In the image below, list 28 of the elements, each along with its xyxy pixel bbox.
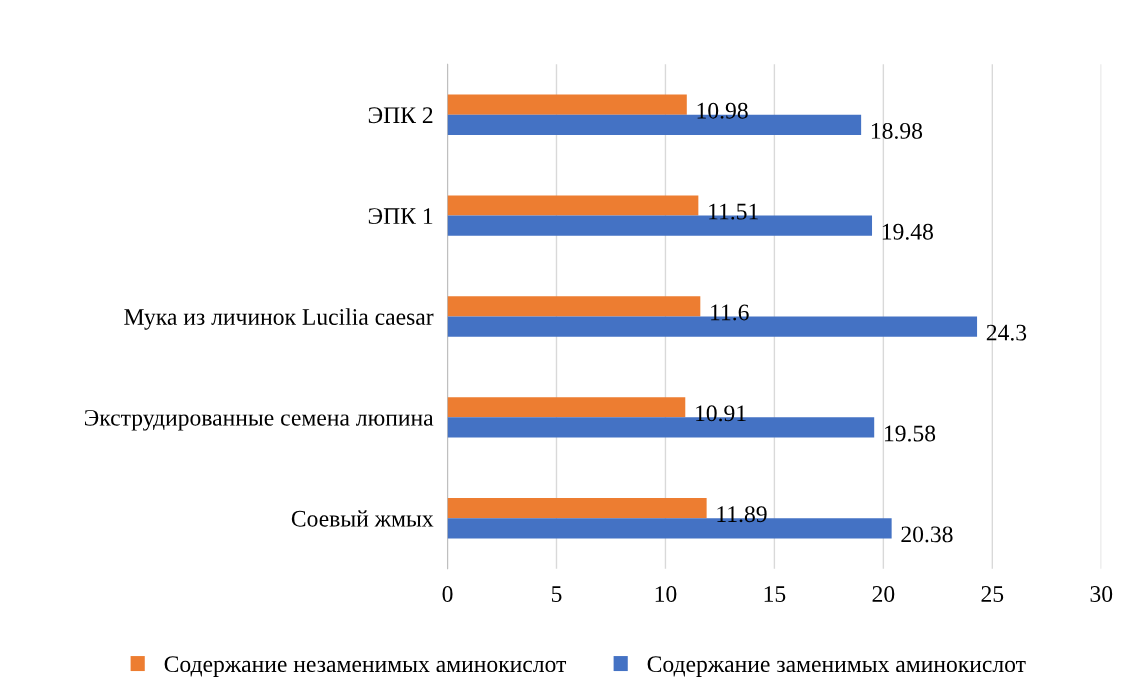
data-label: 18.98 (871, 122, 923, 139)
legend-label: Содержание заменимых аминокислот (647, 656, 1026, 677)
data-label: 19.48 (882, 223, 933, 240)
x-tick-label: 15 (764, 586, 786, 602)
y-tick-label: ЭПК 1 (368, 208, 433, 225)
y-tick-label: Экструдированные семена люпина (84, 409, 434, 431)
bar (447, 94, 687, 115)
data-label: 11.51 (709, 203, 758, 220)
legend-label: Содержание незаменимых аминокислот (164, 656, 567, 677)
bar (447, 498, 707, 519)
x-tick-label: 10 (655, 586, 677, 602)
x-tick-label: 5 (551, 586, 562, 602)
bar (447, 296, 701, 317)
bar (447, 397, 686, 418)
bar (447, 195, 699, 216)
data-label: 11.6 (711, 304, 749, 321)
y-tick-label: Мука из личинок Lucilia caesar (124, 308, 434, 330)
data-label: 20.38 (901, 526, 953, 543)
data-label: 10.91 (696, 405, 746, 422)
data-label: 24.3 (986, 324, 1027, 341)
y-tick-label: Соевый жмых (291, 510, 434, 527)
data-label: 11.89 (717, 506, 767, 523)
x-tick-label: 25 (981, 586, 1004, 602)
x-tick-label: 30 (1090, 586, 1113, 602)
data-label: 19.58 (885, 425, 936, 442)
y-tick-label: ЭПК 2 (368, 107, 433, 124)
x-tick-label: 20 (872, 586, 895, 602)
x-tick-label: 0 (442, 586, 453, 602)
